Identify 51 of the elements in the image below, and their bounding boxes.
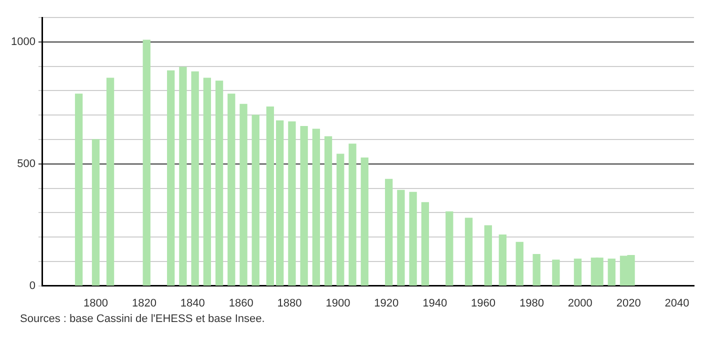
bar: [348, 144, 356, 286]
x-tick-label: 1800: [84, 297, 108, 310]
y-tick-label: 500: [17, 158, 36, 170]
bar: [312, 128, 320, 286]
y-tick-label: 0: [29, 280, 36, 292]
bar: [203, 78, 211, 286]
x-tick-label: 1900: [326, 297, 350, 310]
x-tick-label: 1840: [180, 297, 205, 310]
bar: [191, 71, 199, 286]
bar: [288, 121, 296, 286]
x-tick-label: 1980: [519, 297, 544, 310]
bar: [252, 114, 260, 286]
bar: [179, 66, 187, 286]
x-tick-label: 2040: [664, 297, 690, 310]
bar: [74, 94, 83, 286]
bar: [552, 260, 560, 286]
bar: [532, 254, 540, 286]
bar: [228, 94, 236, 286]
x-tick-label: 2000: [568, 297, 592, 310]
x-tick-label: 1940: [422, 297, 448, 310]
bar: [106, 78, 114, 286]
bar: [142, 40, 150, 286]
bar: [215, 80, 224, 286]
bar: [484, 225, 492, 286]
bar: [240, 104, 248, 286]
bar: [421, 202, 429, 286]
source-note: Sources : base Cassini de l'EHESS et base Insee.: [20, 313, 266, 325]
bar: [324, 136, 332, 286]
bar: [409, 192, 417, 286]
bar: [360, 157, 368, 286]
x-tick-label: 1880: [277, 297, 302, 310]
x-tick-label: 1960: [471, 297, 496, 310]
bar: [464, 218, 473, 286]
bar: [276, 120, 284, 286]
bar: [384, 178, 393, 286]
x-tick-label: 1860: [228, 297, 254, 310]
bar: [336, 154, 344, 286]
bar: [574, 258, 582, 286]
bar: [266, 106, 274, 286]
bar: [92, 139, 100, 286]
bar: [300, 126, 308, 286]
x-tick-label: 1920: [374, 297, 399, 310]
bar: [446, 211, 454, 286]
bar: [498, 234, 506, 286]
x-tick-label: 1820: [132, 297, 156, 310]
x-tick-label: 2020: [616, 297, 641, 310]
bar: [397, 190, 405, 286]
bar: [516, 242, 524, 286]
bar: [167, 70, 175, 286]
y-tick-label: 1000: [10, 36, 36, 48]
bar: [608, 258, 616, 286]
